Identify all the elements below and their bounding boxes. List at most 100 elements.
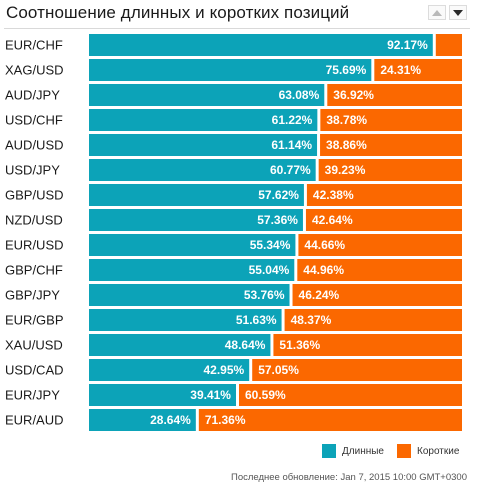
pair-label: EUR/CHF — [5, 38, 63, 53]
long-bar — [89, 109, 318, 131]
last-updated-label: Последнее обновление: — [230, 472, 338, 483]
short-bar — [306, 184, 462, 206]
legend-label-short: Короткие — [417, 445, 460, 457]
legend-item-long: Длинные — [322, 444, 384, 458]
bar-row: GBP/CHF 55.04% 44.96% — [5, 259, 462, 281]
short-bar — [273, 334, 462, 356]
long-value-label: 42.95% — [204, 363, 245, 377]
short-value-label: 42.64% — [312, 213, 353, 227]
short-value-label: 42.38% — [313, 188, 354, 202]
short-bar — [297, 259, 462, 281]
short-bar — [292, 284, 462, 306]
pair-label: EUR/JPY — [5, 388, 60, 403]
short-bar — [435, 34, 462, 56]
short-value-label: 44.66% — [304, 238, 345, 252]
short-value-label: 71.36% — [205, 413, 246, 427]
long-bar — [89, 284, 290, 306]
bar-row: XAU/USD 48.64% 51.36% — [5, 334, 462, 356]
short-bar — [238, 384, 462, 406]
legend-label-long: Длинные — [342, 445, 384, 457]
bar-row: USD/CHF 61.22% 38.78% — [5, 109, 462, 131]
short-bar — [284, 309, 462, 331]
bar-row: EUR/AUD 28.64% 71.36% — [5, 409, 462, 431]
sort-controls — [428, 5, 470, 20]
short-value-label: 57.05% — [258, 363, 299, 377]
short-value-label: 48.37% — [291, 313, 332, 327]
triangle-down-icon — [453, 9, 463, 16]
short-value-label: 36.92% — [333, 88, 374, 102]
bar-row: NZD/USD 57.36% 42.64% — [5, 209, 462, 231]
short-bar — [318, 159, 462, 181]
long-bar — [89, 34, 433, 56]
long-bar — [89, 184, 304, 206]
pair-label: USD/JPY — [5, 163, 60, 178]
long-bar — [89, 309, 282, 331]
short-value-label: 46.24% — [299, 288, 340, 302]
short-value-label: 24.31% — [380, 63, 421, 77]
long-value-label: 48.64% — [225, 338, 266, 352]
bar-row: USD/JPY 60.77% 39.23% — [5, 159, 462, 181]
long-bar — [89, 209, 303, 231]
long-value-label: 57.62% — [258, 188, 299, 202]
long-value-label: 60.77% — [270, 163, 311, 177]
pair-label: USD/CHF — [5, 113, 63, 128]
short-bar — [374, 59, 462, 81]
long-bar — [89, 409, 196, 431]
pair-label: GBP/JPY — [5, 288, 60, 303]
short-value-label: 39.23% — [325, 163, 366, 177]
pair-label: USD/CAD — [5, 363, 64, 378]
short-value-label: 38.86% — [326, 138, 367, 152]
triangle-up-icon — [432, 9, 442, 16]
pair-label: XAU/USD — [5, 338, 63, 353]
bar-row: AUD/JPY 63.08% 36.92% — [5, 84, 462, 106]
bar-row: EUR/CHF 92.17% — [5, 34, 462, 56]
long-value-label: 61.14% — [271, 138, 312, 152]
long-bar — [89, 259, 295, 281]
long-short-bar-chart: EUR/CHF 92.17% XAG/USD 75.69% 24.31% AUD/JPY 6… — [5, 34, 462, 431]
pair-label: EUR/AUD — [5, 413, 64, 428]
pair-label: AUD/JPY — [5, 88, 60, 103]
legend-swatch-short — [397, 444, 411, 458]
long-bar — [89, 84, 325, 106]
bar-row: EUR/JPY 39.41% 60.59% — [5, 384, 462, 406]
bar-row: EUR/USD 55.34% 44.66% — [5, 234, 462, 256]
last-updated-value: Jan 7, 2015 10:00 GMT+0300 — [340, 472, 468, 483]
long-bar — [89, 134, 318, 156]
pair-label: GBP/CHF — [5, 263, 63, 278]
bar-row: GBP/JPY 53.76% 46.24% — [5, 284, 462, 306]
long-value-label: 57.36% — [257, 213, 298, 227]
bar-row: EUR/GBP 51.63% 48.37% — [5, 309, 462, 331]
pair-label: EUR/USD — [5, 238, 64, 253]
short-value-label: 44.96% — [303, 263, 344, 277]
long-value-label: 55.04% — [249, 263, 290, 277]
long-value-label: 92.17% — [387, 38, 428, 52]
short-bar — [320, 109, 462, 131]
pair-label: EUR/GBP — [5, 313, 64, 328]
long-bar — [89, 234, 296, 256]
chart-title: Соотношение длинных и коротких позиций — [6, 3, 350, 22]
long-value-label: 51.63% — [236, 313, 277, 327]
title-divider — [4, 28, 470, 29]
long-value-label: 63.08% — [279, 88, 320, 102]
short-value-label: 38.78% — [326, 113, 367, 127]
last-updated: Последнее обновление: Jan 7, 2015 10:00 … — [231, 472, 467, 483]
long-bar — [89, 59, 372, 81]
long-value-label: 75.69% — [326, 63, 367, 77]
long-value-label: 61.22% — [272, 113, 313, 127]
sort-ascending-button[interactable] — [428, 5, 446, 20]
pair-label: AUD/USD — [5, 138, 64, 153]
short-value-label: 51.36% — [279, 338, 320, 352]
bar-row: GBP/USD 57.62% 42.38% — [5, 184, 462, 206]
short-bar — [252, 359, 462, 381]
short-bar — [298, 234, 462, 256]
long-value-label: 39.41% — [190, 388, 231, 402]
legend-swatch-long — [322, 444, 336, 458]
long-value-label: 55.34% — [250, 238, 291, 252]
pair-label: NZD/USD — [5, 213, 63, 228]
bar-row: USD/CAD 42.95% 57.05% — [5, 359, 462, 381]
pair-label: GBP/USD — [5, 188, 64, 203]
sort-descending-button[interactable] — [449, 5, 467, 20]
long-bar — [89, 334, 271, 356]
short-bar — [327, 84, 462, 106]
short-bar — [305, 209, 462, 231]
